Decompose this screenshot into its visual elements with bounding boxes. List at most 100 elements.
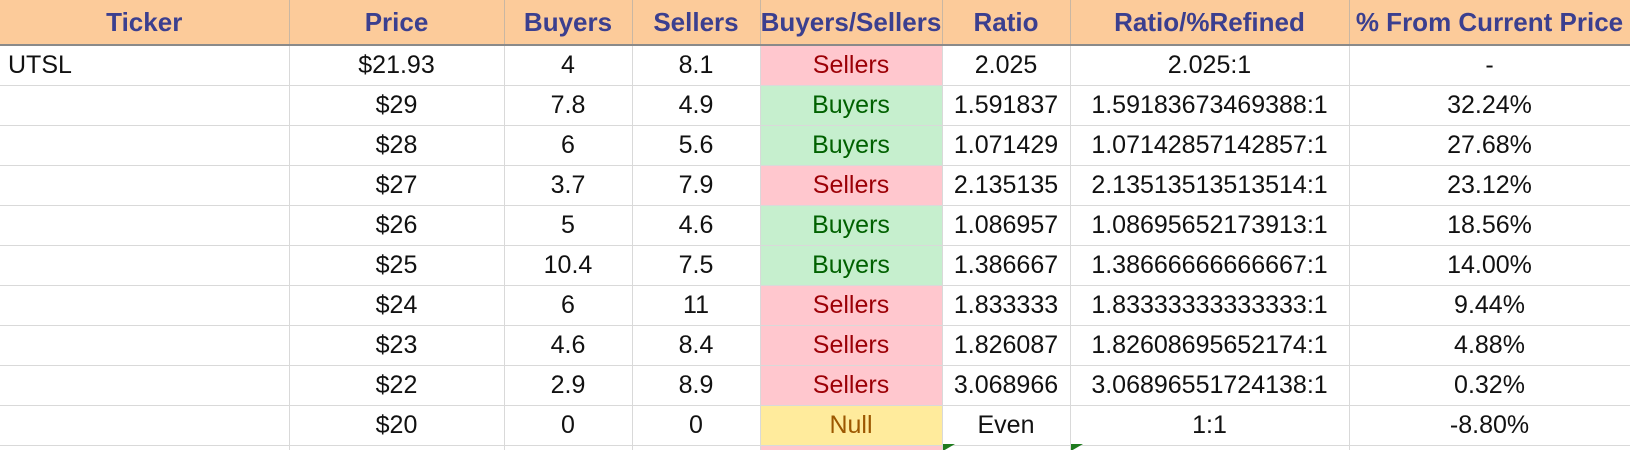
cell-price[interactable]: $22 <box>289 365 505 406</box>
cell-buyers-sellers[interactable]: Buyers <box>760 205 943 246</box>
cell-buyers[interactable]: 2.9 <box>504 365 633 406</box>
table-row: $27 3.7 7.9 Sellers 2.135135 2.135135135… <box>0 165 1630 206</box>
cell-ratio-refined[interactable]: 2.025:1 <box>1070 45 1350 86</box>
cell-ratio-refined[interactable]: 1.07142857142857:1 <box>1070 125 1350 166</box>
header-pct-from-current[interactable]: % From Current Price <box>1349 0 1630 46</box>
cell-ratio[interactable]: Even <box>942 405 1071 446</box>
cell-buyers[interactable]: 7.8 <box>504 85 633 126</box>
table-row: $20 0 0 Null Even 1:1 -8.80% <box>0 405 1630 446</box>
cell-buyers-sellers[interactable]: Sellers <box>760 45 943 86</box>
cell-pct-from-current[interactable]: 4.88% <box>1349 325 1630 366</box>
cell-pct-from-current[interactable]: 14.00% <box>1349 245 1630 286</box>
cell-ratio-refined[interactable]: 1.59183673469388:1 <box>1070 85 1350 126</box>
cell-buyers[interactable]: 6 <box>504 285 633 326</box>
cell-sellers[interactable]: 7.9 <box>632 165 761 206</box>
cell-ticker[interactable] <box>0 205 290 246</box>
cell-buyers-sellers[interactable]: Buyers <box>760 85 943 126</box>
cell-pct-from-current[interactable]: 32.24% <box>1349 85 1630 126</box>
cell-pct-from-current[interactable]: -8.80% <box>1349 405 1630 446</box>
table-body: UTSL $21.93 4 8.1 Sellers 2.025 2.025:1 … <box>0 45 1630 450</box>
cell-empty <box>942 445 1071 450</box>
cell-price[interactable]: $27 <box>289 165 505 206</box>
cell-price[interactable]: $24 <box>289 285 505 326</box>
header-ticker[interactable]: Ticker <box>0 0 290 46</box>
cell-ratio[interactable]: 1.833333 <box>942 285 1071 326</box>
header-ratio[interactable]: Ratio <box>942 0 1071 46</box>
cell-ticker[interactable]: UTSL <box>0 45 290 86</box>
cell-buyers[interactable]: 4 <box>504 45 633 86</box>
cell-price[interactable]: $26 <box>289 205 505 246</box>
cell-buyers-sellers[interactable]: Buyers <box>760 125 943 166</box>
cell-ticker[interactable] <box>0 365 290 406</box>
cell-sellers[interactable]: 5.6 <box>632 125 761 166</box>
cell-empty <box>1349 445 1630 450</box>
cell-pct-from-current[interactable]: 23.12% <box>1349 165 1630 206</box>
cell-ratio-refined[interactable]: 1:1 <box>1070 405 1350 446</box>
cell-price[interactable]: $29 <box>289 85 505 126</box>
cell-sellers[interactable]: 0 <box>632 405 761 446</box>
cell-buyers[interactable]: 5 <box>504 205 633 246</box>
cell-ratio-refined[interactable]: 1.38666666666667:1 <box>1070 245 1350 286</box>
cell-buyers-sellers[interactable]: Sellers <box>760 325 943 366</box>
cell-pct-from-current[interactable]: 27.68% <box>1349 125 1630 166</box>
cell-ratio[interactable]: 1.591837 <box>942 85 1071 126</box>
cell-buyers[interactable]: 6 <box>504 125 633 166</box>
header-sellers[interactable]: Sellers <box>632 0 761 46</box>
cell-empty <box>1070 445 1350 450</box>
cell-buyers-sellers[interactable]: Sellers <box>760 285 943 326</box>
cell-ratio[interactable]: 1.086957 <box>942 205 1071 246</box>
table-row: $28 6 5.6 Buyers 1.071429 1.071428571428… <box>0 125 1630 166</box>
cell-ratio[interactable]: 2.025 <box>942 45 1071 86</box>
cell-sellers[interactable]: 7.5 <box>632 245 761 286</box>
cell-indicator-icon <box>1071 444 1083 450</box>
header-ratio-refined[interactable]: Ratio/%Refined <box>1070 0 1350 46</box>
cell-ticker[interactable] <box>0 165 290 206</box>
cell-buyers[interactable]: 0 <box>504 405 633 446</box>
cell-price[interactable]: $21.93 <box>289 45 505 86</box>
cell-price[interactable]: $28 <box>289 125 505 166</box>
cell-buyers-sellers[interactable]: Sellers <box>760 365 943 406</box>
cell-ratio-refined[interactable]: 1.08695652173913:1 <box>1070 205 1350 246</box>
cell-price[interactable]: $25 <box>289 245 505 286</box>
cell-ratio-refined[interactable]: 2.13513513513514:1 <box>1070 165 1350 206</box>
cell-ticker[interactable] <box>0 285 290 326</box>
table-row: $25 10.4 7.5 Buyers 1.386667 1.386666666… <box>0 245 1630 286</box>
cell-ratio-refined[interactable]: 3.06896551724138:1 <box>1070 365 1350 406</box>
table-row: $22 2.9 8.9 Sellers 3.068966 3.068965517… <box>0 365 1630 406</box>
cell-sellers[interactable]: 4.6 <box>632 205 761 246</box>
cell-buyers-sellers[interactable]: Null <box>760 405 943 446</box>
cell-ratio-refined[interactable]: 1.83333333333333:1 <box>1070 285 1350 326</box>
cell-price[interactable]: $20 <box>289 405 505 446</box>
cell-ratio[interactable]: 2.135135 <box>942 165 1071 206</box>
cell-ratio[interactable]: 3.068966 <box>942 365 1071 406</box>
cell-price[interactable]: $23 <box>289 325 505 366</box>
header-buyers-sellers[interactable]: Buyers/Sellers <box>760 0 943 46</box>
cell-ratio[interactable]: 1.826087 <box>942 325 1071 366</box>
cell-ticker[interactable] <box>0 245 290 286</box>
cell-ratio[interactable]: 1.386667 <box>942 245 1071 286</box>
header-buyers[interactable]: Buyers <box>504 0 633 46</box>
cell-ratio[interactable]: 1.071429 <box>942 125 1071 166</box>
cell-ratio-refined[interactable]: 1.82608695652174:1 <box>1070 325 1350 366</box>
cell-sellers[interactable]: 11 <box>632 285 761 326</box>
cell-pct-from-current[interactable]: 18.56% <box>1349 205 1630 246</box>
cell-buyers[interactable]: 4.6 <box>504 325 633 366</box>
header-price[interactable]: Price <box>289 0 505 46</box>
cell-pct-from-current[interactable]: - <box>1349 45 1630 86</box>
cell-sellers[interactable]: 8.1 <box>632 45 761 86</box>
cell-sellers[interactable]: 8.4 <box>632 325 761 366</box>
cell-ticker[interactable] <box>0 85 290 126</box>
cell-buyers-sellers[interactable]: Sellers <box>760 165 943 206</box>
cell-ticker[interactable] <box>0 125 290 166</box>
cell-ticker[interactable] <box>0 325 290 366</box>
table-row: $24 6 11 Sellers 1.833333 1.833333333333… <box>0 285 1630 326</box>
cell-pct-from-current[interactable]: 0.32% <box>1349 365 1630 406</box>
cell-sellers[interactable]: 4.9 <box>632 85 761 126</box>
cell-pct-from-current[interactable]: 9.44% <box>1349 285 1630 326</box>
cell-buyers[interactable]: 10.4 <box>504 245 633 286</box>
cell-buyers-sellers[interactable]: Buyers <box>760 245 943 286</box>
cell-sellers[interactable]: 8.9 <box>632 365 761 406</box>
cell-ticker[interactable] <box>0 405 290 446</box>
cell-buyers[interactable]: 3.7 <box>504 165 633 206</box>
